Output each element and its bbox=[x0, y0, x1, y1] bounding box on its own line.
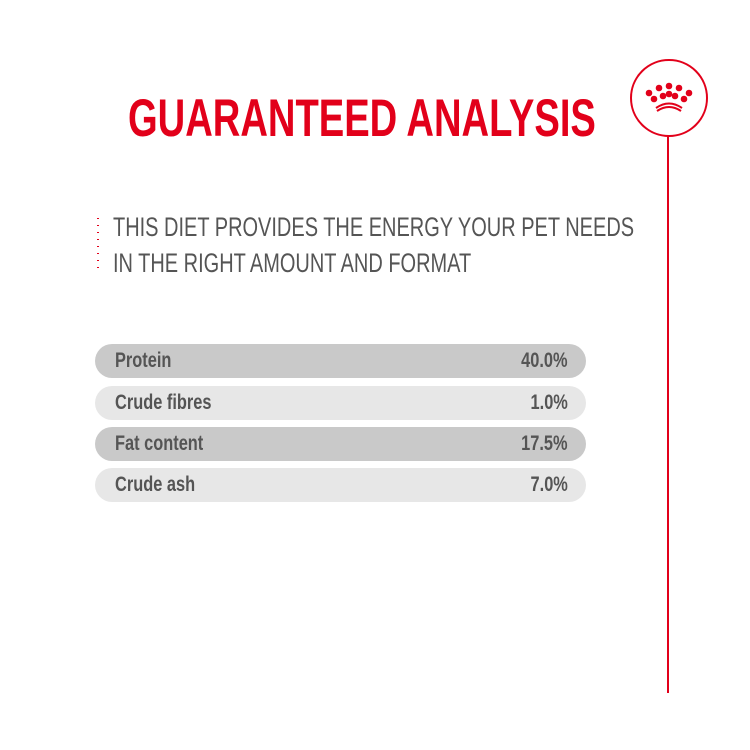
page-title: GUARANTEED ANALYSIS bbox=[128, 89, 596, 148]
dotted-divider bbox=[97, 218, 99, 274]
analysis-row: Protein 40.0% bbox=[95, 344, 586, 378]
analysis-row: Crude ash 7.0% bbox=[95, 468, 586, 502]
brand-logo bbox=[630, 59, 708, 137]
analysis-row: Crude fibres 1.0% bbox=[95, 386, 586, 420]
subtitle-line-2: IN THE RIGHT AMOUNT AND FORMAT bbox=[113, 248, 472, 278]
crown-icon bbox=[645, 82, 693, 112]
subtitle-line-1: THIS DIET PROVIDES THE ENERGY YOUR PET N… bbox=[113, 212, 635, 242]
analysis-row: Fat content 17.5% bbox=[95, 427, 586, 461]
vertical-line bbox=[667, 135, 669, 693]
